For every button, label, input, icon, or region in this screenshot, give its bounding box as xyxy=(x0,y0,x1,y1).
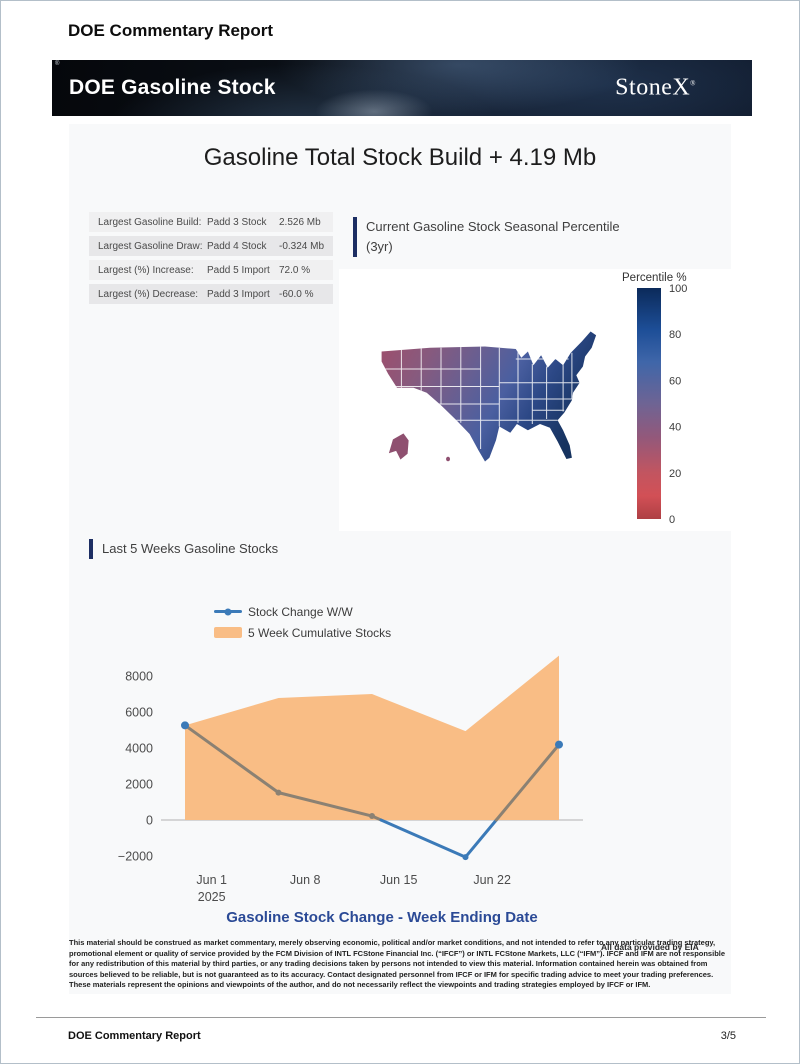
stats-table: Largest Gasoline Build: Padd 3 Stock 2.526… xyxy=(89,212,333,308)
colorbar-tick: 40 xyxy=(669,422,681,434)
stats-row: Largest Gasoline Build: Padd 3 Stock 2.526… xyxy=(89,212,333,232)
svg-text:6000: 6000 xyxy=(125,706,153,720)
colorbar-title: Percentile % xyxy=(622,272,687,284)
line-series-marker xyxy=(224,608,232,615)
line-series-swatch xyxy=(214,608,242,615)
stats-cell-value: 72.0 % xyxy=(279,264,311,276)
banner-title: DOE Gasoline Stock xyxy=(69,76,276,99)
stats-row: Largest (%) Increase: Padd 5 Import 72.0 % xyxy=(89,260,333,280)
svg-text:8000: 8000 xyxy=(125,670,153,684)
stonex-logo-text: StoneX xyxy=(615,74,691,101)
lower48-shape xyxy=(381,331,597,462)
stonex-logo: StoneX® xyxy=(615,75,696,102)
svg-text:4000: 4000 xyxy=(125,742,153,756)
stats-cell-label: Largest Gasoline Draw: xyxy=(98,240,203,252)
area-series-swatch xyxy=(214,627,242,638)
page-title: Gasoline Total Stock Build + 4.19 Mb xyxy=(203,144,597,171)
stats-cell-value: -60.0 % xyxy=(279,288,314,300)
stats-cell-value: 2.526 Mb xyxy=(279,216,321,228)
legend-label: 5 Week Cumulative Stocks xyxy=(248,625,392,640)
chart-section-heading-text: Last 5 Weeks Gasoline Stocks xyxy=(102,541,279,556)
stats-cell-series: Padd 3 Import xyxy=(207,288,270,300)
stats-cell-series: Padd 4 Stock xyxy=(207,240,267,252)
stats-cell-series: Padd 3 Stock xyxy=(207,216,267,228)
svg-text:2000: 2000 xyxy=(125,778,153,792)
map-heading-line2: (3yr) xyxy=(366,239,393,254)
stats-cell-label: Largest Gasoline Build: xyxy=(98,216,202,228)
stats-cell-label: Largest (%) Increase: xyxy=(98,264,194,276)
disclaimer-text: This material should be construed as mar… xyxy=(69,938,726,989)
state-borders xyxy=(378,347,580,450)
stonex-registered-mark: ® xyxy=(690,79,696,88)
colorbar xyxy=(637,288,661,519)
alaska-shape xyxy=(387,432,410,461)
us-choropleth-map: Percentile % 100 80 60 40 20 0 xyxy=(339,272,687,526)
svg-text:2025: 2025 xyxy=(198,890,226,904)
heading-accent-bar xyxy=(353,217,357,257)
xaxis-title: Gasoline Stock Change - Week Ending Date xyxy=(226,909,538,926)
stats-row: Largest (%) Decrease: Padd 3 Import -60.0 … xyxy=(89,284,333,304)
report-banner: ® DOE Gasoline Stock StoneX® xyxy=(52,60,752,116)
us-choropleth-figure: Percentile % 100 80 60 40 20 0 xyxy=(339,269,731,531)
stats-row: Largest Gasoline Draw: Padd 4 Stock -0.324… xyxy=(89,236,333,256)
svg-text:−2000: −2000 xyxy=(118,850,153,864)
colorbar-tick: 80 xyxy=(669,329,681,341)
document-title: DOE Commentary Report xyxy=(68,21,273,40)
colorbar-tick: 100 xyxy=(669,283,687,295)
stats-cell-label: Largest (%) Decrease: xyxy=(98,288,199,300)
colorbar-tick: 0 xyxy=(669,514,675,526)
svg-text:Jun 15: Jun 15 xyxy=(380,873,418,887)
data-source-note: All data provided by EIA xyxy=(601,942,699,952)
stats-cell-series: Padd 5 Import xyxy=(207,264,270,276)
chart-legend: Stock Change W/W 5 Week Cumulative Stock… xyxy=(214,601,391,643)
lower48-map xyxy=(378,331,597,462)
map-heading-line1: Current Gasoline Stock Seasonal Percenti… xyxy=(366,219,620,234)
footer-divider xyxy=(36,1017,766,1018)
legend-label: Stock Change W/W xyxy=(248,604,353,619)
legend-item-area: 5 Week Cumulative Stocks xyxy=(214,622,391,643)
chart-section-heading: Last 5 Weeks Gasoline Stocks xyxy=(89,539,278,559)
map-section-heading: Current Gasoline Stock Seasonal Percenti… xyxy=(353,217,620,257)
colorbar-ticks: 100 80 60 40 20 0 xyxy=(669,283,687,526)
hawaii-shape xyxy=(446,456,451,462)
svg-text:Jun 22: Jun 22 xyxy=(473,873,511,887)
svg-text:0: 0 xyxy=(146,814,153,828)
svg-text:Jun 8: Jun 8 xyxy=(290,873,321,887)
stats-cell-value: -0.324 Mb xyxy=(279,240,325,252)
footer-title: DOE Commentary Report xyxy=(68,1030,201,1042)
stock-change-chart: 8000 6000 4000 2000 0 −2000 Jun 1 2025 Jun 8 Jun … xyxy=(118,655,583,904)
legend-item-line: Stock Change W/W xyxy=(214,601,391,622)
colorbar-tick: 60 xyxy=(669,375,681,387)
colorbar-tick: 20 xyxy=(669,468,681,480)
heading-accent-bar xyxy=(89,539,93,559)
svg-text:Jun 1: Jun 1 xyxy=(196,873,227,887)
map-section-heading-text: Current Gasoline Stock Seasonal Percenti… xyxy=(366,217,620,257)
page-number: 3/5 xyxy=(720,1030,736,1042)
banner-registered-mark: ® xyxy=(55,61,60,67)
